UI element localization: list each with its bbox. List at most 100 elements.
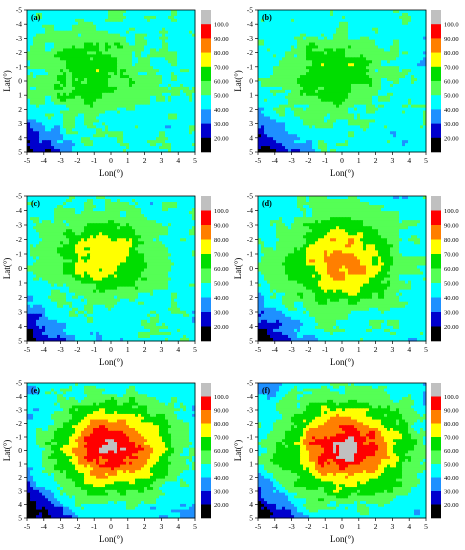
heat-cell bbox=[39, 48, 43, 52]
heat-cell bbox=[45, 30, 49, 35]
heat-cell bbox=[150, 36, 154, 41]
heat-cell bbox=[51, 140, 55, 144]
heat-cell bbox=[39, 42, 43, 46]
heat-cell bbox=[99, 24, 103, 29]
heat-cell bbox=[360, 60, 364, 64]
heat-cell bbox=[390, 45, 394, 49]
heat-cell bbox=[345, 18, 349, 23]
heat-cell bbox=[42, 27, 46, 32]
heat-cell bbox=[129, 78, 133, 82]
heat-cell bbox=[30, 69, 34, 73]
heat-cell bbox=[330, 101, 334, 106]
heat-cell bbox=[351, 110, 355, 115]
heat-cell bbox=[393, 89, 397, 94]
heat-cell bbox=[261, 42, 265, 46]
heat-cell bbox=[306, 42, 310, 46]
heat-cell bbox=[279, 39, 283, 44]
heat-cell bbox=[81, 95, 85, 100]
heat-cell bbox=[96, 107, 100, 112]
heat-cell bbox=[114, 15, 118, 20]
heat-cell bbox=[126, 125, 130, 129]
heat-cell bbox=[360, 110, 364, 115]
heat-cell bbox=[126, 116, 130, 120]
heat-cell bbox=[114, 36, 118, 41]
heat-cell bbox=[150, 107, 154, 112]
heat-cell bbox=[66, 81, 70, 85]
heat-cell bbox=[321, 21, 325, 26]
heat-cell bbox=[105, 51, 109, 55]
heat-cell bbox=[69, 113, 73, 117]
heat-cell bbox=[381, 66, 385, 70]
heat-cell bbox=[99, 98, 103, 103]
heat-cell bbox=[282, 98, 286, 103]
colorbar-label: 20.00 bbox=[214, 135, 229, 142]
heat-cell bbox=[48, 125, 52, 129]
heat-cell bbox=[177, 125, 181, 129]
heat-cell bbox=[390, 60, 394, 64]
heat-cell bbox=[183, 36, 187, 41]
heat-cell bbox=[189, 45, 193, 49]
heat-cell bbox=[390, 66, 394, 70]
heat-cell bbox=[312, 116, 316, 120]
heat-cell bbox=[306, 119, 310, 123]
heat-cell bbox=[399, 89, 403, 94]
heat-cell bbox=[348, 83, 352, 88]
heat-cell bbox=[312, 113, 316, 117]
heat-cell bbox=[171, 72, 175, 76]
x-tick-label: -2 bbox=[74, 156, 80, 165]
heat-cell bbox=[141, 75, 145, 79]
heat-cell bbox=[78, 69, 82, 73]
heat-cell bbox=[306, 113, 310, 117]
heat-cell bbox=[165, 83, 169, 88]
heat-cell bbox=[126, 81, 130, 85]
heat-cell bbox=[348, 125, 352, 129]
heat-cell bbox=[45, 78, 49, 82]
heat-cell bbox=[138, 42, 142, 46]
heat-cell bbox=[150, 21, 154, 26]
heat-cell bbox=[144, 78, 148, 82]
colorbar-label: 30.00 bbox=[214, 121, 229, 128]
heat-cell bbox=[48, 143, 52, 147]
heat-cell bbox=[30, 98, 34, 103]
heat-cell bbox=[393, 24, 397, 29]
heat-cell bbox=[135, 125, 139, 129]
heat-cell bbox=[120, 24, 124, 29]
heat-cell bbox=[30, 113, 34, 117]
heat-cell bbox=[30, 45, 34, 49]
heat-cell bbox=[366, 27, 370, 32]
heat-cell bbox=[333, 30, 337, 35]
heat-cell bbox=[57, 81, 61, 85]
heat-cell bbox=[147, 54, 151, 58]
heat-cell bbox=[414, 36, 418, 41]
heat-cell bbox=[39, 18, 43, 23]
heat-cell bbox=[372, 107, 376, 112]
heat-cell bbox=[96, 75, 100, 79]
heat-cell bbox=[336, 89, 340, 94]
heat-cell bbox=[396, 92, 400, 97]
heat-cell bbox=[27, 140, 31, 144]
heat-cell bbox=[33, 39, 37, 44]
heat-cell bbox=[69, 30, 73, 35]
heat-cell bbox=[276, 48, 280, 52]
heat-cell bbox=[399, 48, 403, 52]
heat-cell bbox=[387, 24, 391, 29]
heat-cell bbox=[414, 98, 418, 103]
heat-cell bbox=[279, 15, 283, 20]
heat-cell bbox=[423, 122, 427, 126]
heat-cell bbox=[147, 45, 151, 49]
heat-cell bbox=[372, 24, 376, 29]
heat-cell bbox=[309, 21, 313, 26]
heat-cell bbox=[105, 119, 109, 123]
heat-cell bbox=[378, 107, 382, 112]
heat-cell bbox=[357, 122, 361, 126]
heat-cell bbox=[165, 101, 169, 106]
heat-cell bbox=[171, 66, 175, 70]
heat-cell bbox=[144, 119, 148, 123]
heat-cell bbox=[123, 149, 127, 153]
heat-cell bbox=[405, 57, 409, 61]
heat-cell bbox=[159, 18, 163, 23]
heat-cell bbox=[117, 92, 121, 97]
heat-cell bbox=[405, 12, 409, 17]
heat-cell bbox=[108, 24, 112, 29]
heat-cell bbox=[297, 10, 301, 14]
